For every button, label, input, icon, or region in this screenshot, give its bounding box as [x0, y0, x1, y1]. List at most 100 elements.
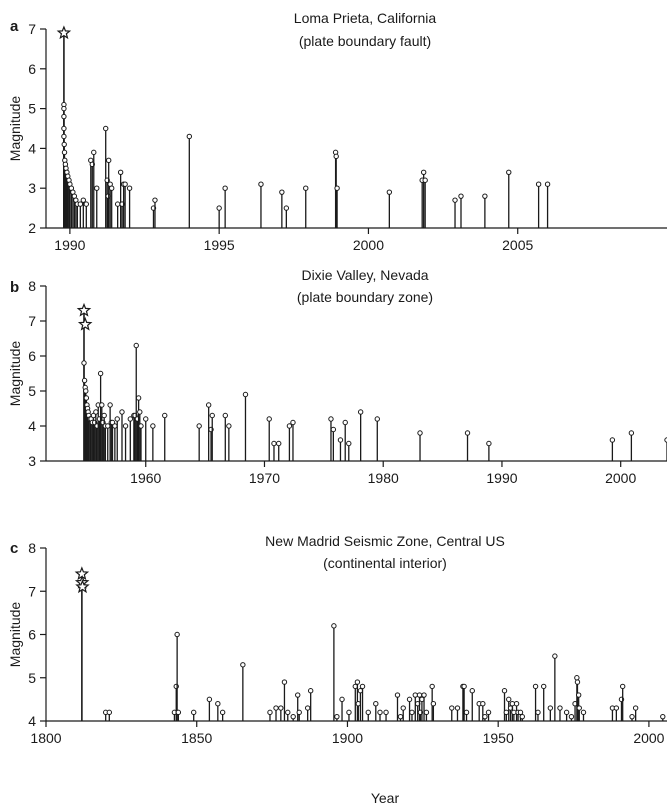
event-point: [613, 705, 620, 711]
event-point: [109, 419, 116, 426]
event-point: [108, 185, 115, 191]
event-point: [174, 631, 180, 638]
event-point: [283, 205, 290, 211]
event-point: [279, 189, 285, 195]
event-point: [219, 709, 226, 716]
x-tick-label: 2000: [633, 730, 664, 746]
event-point: [501, 688, 508, 694]
event-point: [557, 705, 563, 711]
event-point: [107, 402, 113, 408]
x-tick-label: 1980: [368, 470, 399, 486]
event-point: [122, 423, 129, 429]
event-point: [266, 416, 272, 422]
event-point: [295, 692, 301, 698]
event-point: [112, 423, 118, 429]
event-point: [97, 370, 104, 377]
event-point: [61, 113, 67, 120]
event-point: [222, 412, 228, 419]
event-point: [609, 437, 616, 443]
event-point: [143, 416, 149, 422]
event-point: [506, 696, 512, 703]
event-point: [506, 169, 512, 175]
event-point: [127, 416, 134, 422]
event-point: [469, 688, 475, 694]
event-point: [357, 409, 364, 415]
event-point: [242, 391, 249, 398]
event-point: [354, 679, 361, 685]
y-tick-label: 5: [28, 670, 36, 686]
x-tick-label: 1900: [332, 730, 363, 746]
event-point: [406, 696, 413, 703]
event-point: [532, 683, 539, 690]
event-point: [421, 692, 427, 698]
y-tick-label: 3: [28, 453, 36, 469]
event-point: [386, 189, 393, 195]
x-axis-label: Year: [371, 790, 400, 806]
panel-title: Loma Prieta, California: [294, 10, 437, 26]
y-tick-label: 2: [28, 220, 36, 236]
event-point: [150, 423, 156, 429]
y-tick-label: 5: [28, 383, 36, 399]
x-tick-label: 1850: [181, 730, 212, 746]
y-tick-label: 7: [28, 583, 36, 599]
event-point: [535, 181, 542, 187]
event-point: [99, 402, 105, 408]
y-axis-label: Magnitude: [7, 341, 23, 407]
event-point: [91, 149, 97, 156]
y-tick-label: 4: [28, 140, 36, 156]
event-point: [122, 181, 128, 187]
event-point: [138, 423, 144, 429]
event-point: [430, 701, 437, 707]
x-tick-label: 1960: [130, 470, 161, 486]
x-tick-label: 1995: [204, 237, 235, 253]
event-point: [544, 181, 551, 187]
x-tick-label: 1950: [483, 730, 514, 746]
panel-title: New Madrid Seismic Zone, Central US: [265, 533, 505, 549]
event-point: [394, 692, 401, 698]
event-point: [331, 623, 337, 629]
x-tick-label: 1990: [54, 237, 85, 253]
event-point: [461, 683, 467, 690]
event-point: [290, 713, 296, 720]
event-point: [482, 713, 488, 720]
event-point: [463, 709, 470, 716]
event-point: [337, 437, 344, 443]
event-point: [454, 705, 461, 711]
panel-subtitle: (continental interior): [323, 555, 447, 571]
x-tick-label: 1800: [30, 730, 61, 746]
x-tick-label: 2005: [502, 237, 533, 253]
event-point: [574, 679, 581, 685]
event-point: [307, 688, 314, 694]
event-point: [619, 683, 626, 690]
event-point: [346, 709, 352, 716]
event-point: [632, 705, 639, 711]
y-tick-label: 3: [28, 180, 36, 196]
event-point: [222, 185, 228, 191]
chart-panels: a Loma Prieta, California (plate boundary …: [7, 10, 667, 746]
event-point: [333, 153, 339, 160]
event-point: [278, 705, 284, 711]
event-point: [409, 709, 415, 716]
event-point: [114, 201, 121, 207]
event-point: [400, 705, 406, 711]
event-point: [458, 193, 464, 199]
event-point: [328, 416, 334, 422]
event-point: [339, 696, 345, 703]
event-point: [397, 713, 404, 720]
event-point: [383, 709, 389, 716]
y-tick-label: 6: [28, 348, 36, 364]
x-tick-label: 2000: [605, 470, 636, 486]
event-point: [286, 423, 293, 429]
y-tick-label: 4: [28, 418, 36, 434]
event-point: [547, 705, 554, 711]
event-point: [342, 419, 348, 426]
y-tick-label: 7: [28, 313, 36, 329]
event-point: [377, 709, 383, 716]
y-tick-label: 6: [28, 61, 36, 77]
event-point: [273, 705, 279, 711]
event-point: [216, 205, 222, 211]
event-point: [365, 709, 371, 716]
event-point: [452, 197, 458, 203]
y-tick-label: 7: [28, 21, 36, 37]
event-point: [175, 709, 182, 716]
